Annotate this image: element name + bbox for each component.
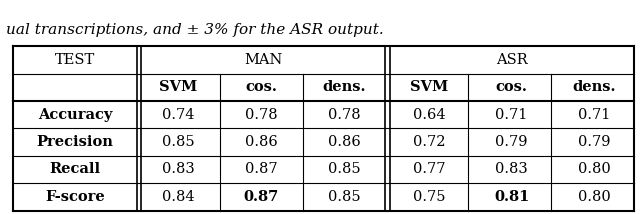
Text: F-score: F-score bbox=[45, 190, 105, 204]
Text: 0.78: 0.78 bbox=[328, 108, 360, 122]
Text: cos.: cos. bbox=[496, 80, 527, 94]
Text: SVM: SVM bbox=[159, 80, 198, 94]
Text: 0.71: 0.71 bbox=[579, 108, 611, 122]
Text: 0.79: 0.79 bbox=[495, 135, 528, 149]
Text: TEST: TEST bbox=[55, 53, 95, 67]
Text: 0.64: 0.64 bbox=[413, 108, 445, 122]
Text: 0.75: 0.75 bbox=[413, 190, 445, 204]
Text: 0.83: 0.83 bbox=[495, 162, 528, 177]
Text: 0.85: 0.85 bbox=[162, 135, 195, 149]
Text: dens.: dens. bbox=[573, 80, 616, 94]
Text: 0.87: 0.87 bbox=[245, 162, 278, 177]
Text: 0.72: 0.72 bbox=[413, 135, 445, 149]
Text: 0.84: 0.84 bbox=[162, 190, 195, 204]
Text: 0.80: 0.80 bbox=[578, 190, 611, 204]
Text: 0.86: 0.86 bbox=[244, 135, 278, 149]
Text: 0.86: 0.86 bbox=[328, 135, 360, 149]
Text: 0.81: 0.81 bbox=[494, 190, 529, 204]
Text: Recall: Recall bbox=[49, 162, 100, 177]
Text: 0.85: 0.85 bbox=[328, 190, 360, 204]
Text: 0.71: 0.71 bbox=[495, 108, 528, 122]
Text: 0.83: 0.83 bbox=[162, 162, 195, 177]
Text: MAN: MAN bbox=[244, 53, 283, 67]
Text: 0.77: 0.77 bbox=[413, 162, 445, 177]
Text: 0.80: 0.80 bbox=[578, 162, 611, 177]
Text: 0.87: 0.87 bbox=[243, 190, 279, 204]
Text: SVM: SVM bbox=[410, 80, 448, 94]
Text: ual transcriptions, and ± 3% for the ASR output.: ual transcriptions, and ± 3% for the ASR… bbox=[6, 23, 384, 37]
Text: 0.78: 0.78 bbox=[245, 108, 278, 122]
Text: 0.79: 0.79 bbox=[578, 135, 611, 149]
Text: cos.: cos. bbox=[245, 80, 277, 94]
Text: 0.74: 0.74 bbox=[162, 108, 195, 122]
Text: dens.: dens. bbox=[322, 80, 365, 94]
Text: 0.85: 0.85 bbox=[328, 162, 360, 177]
Text: ASR: ASR bbox=[496, 53, 527, 67]
Text: Accuracy: Accuracy bbox=[38, 108, 112, 122]
Text: Precision: Precision bbox=[36, 135, 113, 149]
